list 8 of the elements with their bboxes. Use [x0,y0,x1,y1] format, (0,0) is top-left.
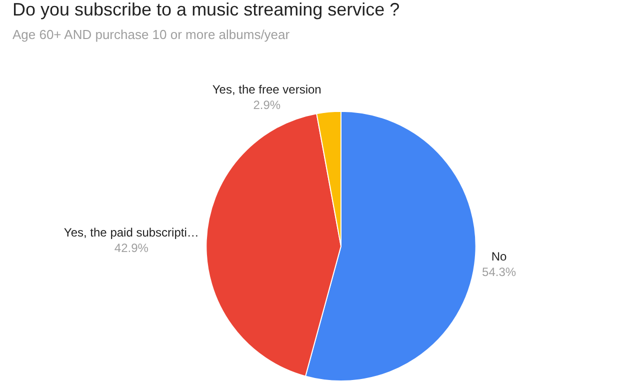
chart-subtitle: Age 60+ AND purchase 10 or more albums/year [12,26,290,42]
slice-label: Yes, the free version [212,82,322,96]
data-label: 2.9% [253,98,281,112]
data-label: 42.9% [114,241,149,256]
data-label: 54.3% [482,265,516,280]
chart-title: Do you subscribe to a music streaming service ? [12,0,400,20]
slice-label: Yes, the paid subscripti… [64,226,199,240]
slice-label: No [491,250,508,264]
